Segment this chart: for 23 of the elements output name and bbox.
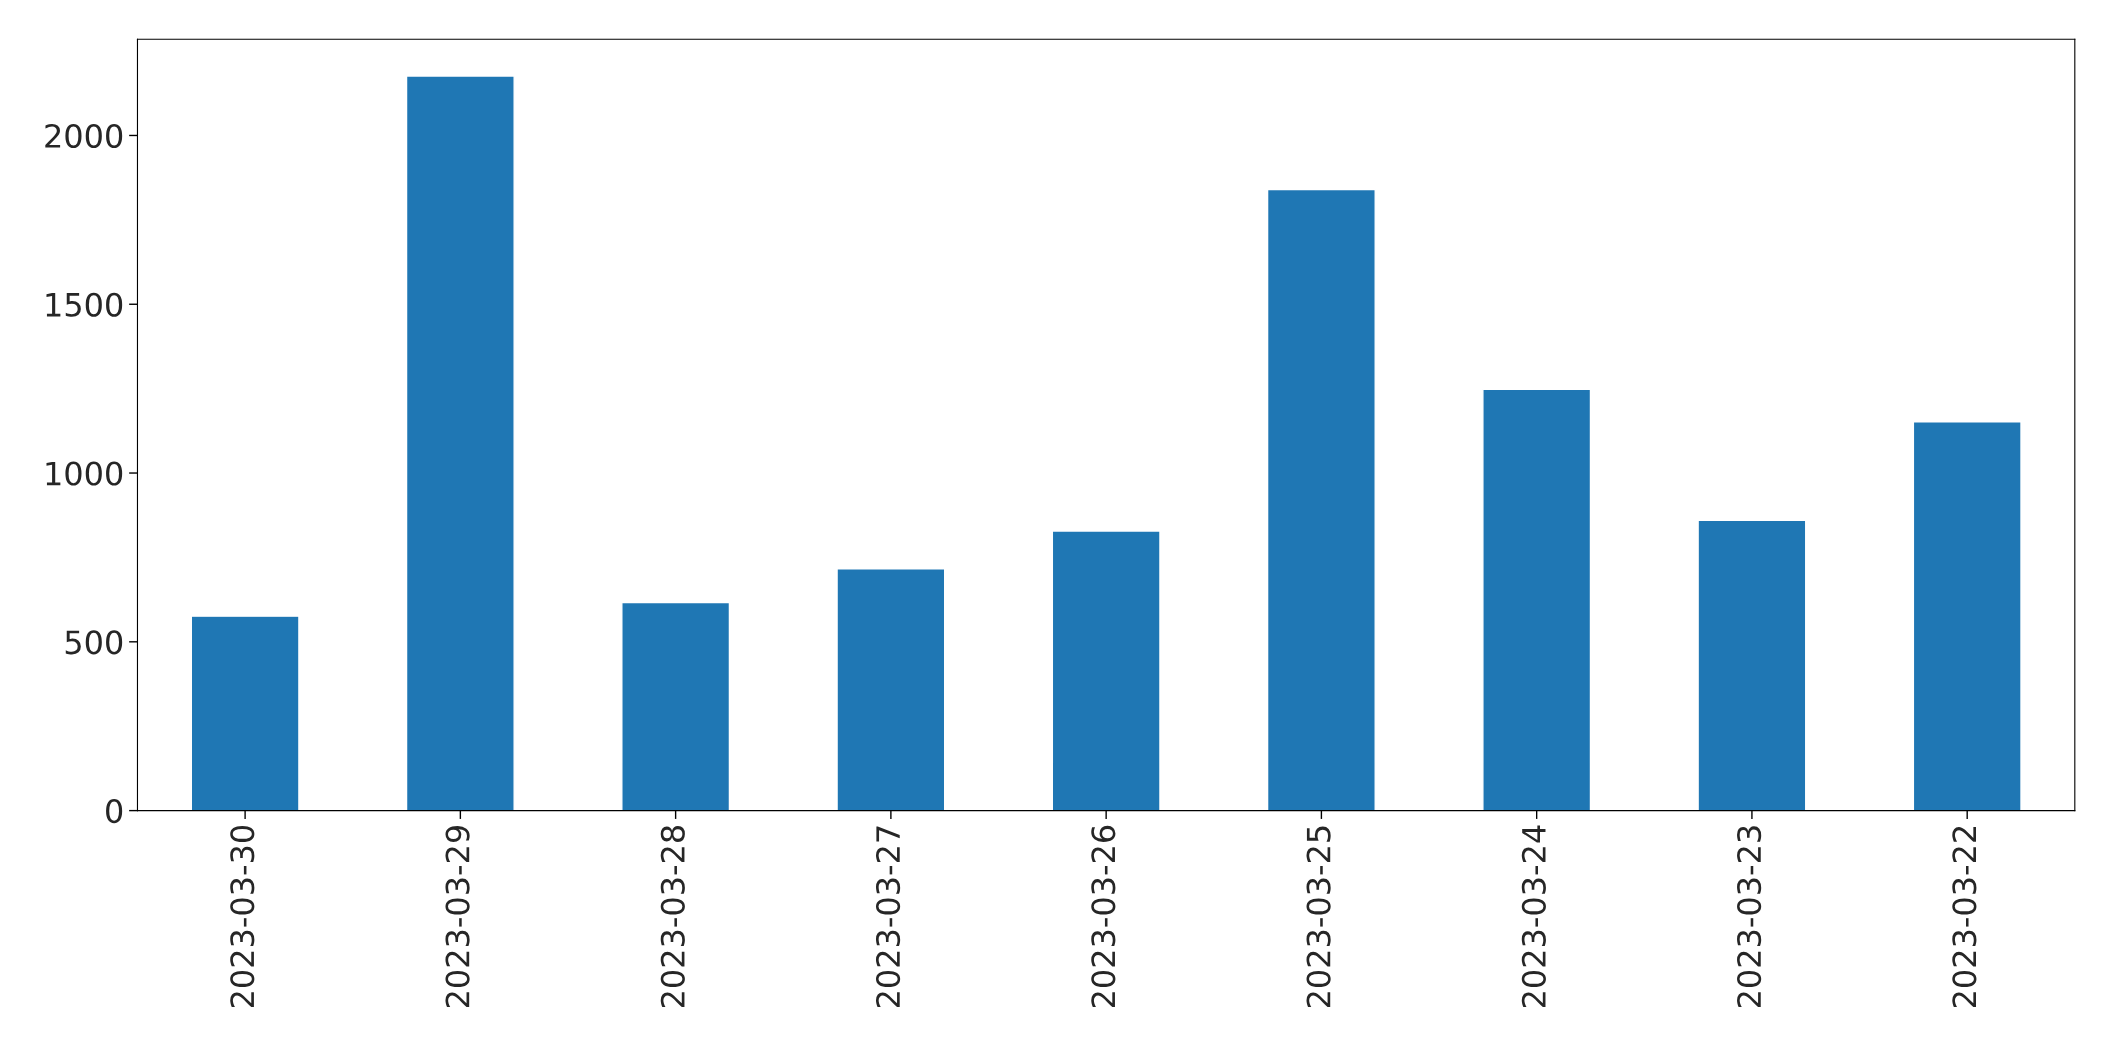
x-tick-label: 2023-03-25 [1306,826,1331,1008]
y-tick-label: 2000 [45,123,123,149]
x-tick-label: 2023-03-23 [1737,826,1762,1008]
x-tick-label: 2023-03-27 [875,826,901,1008]
y-tick-label: 1000 [46,461,123,486]
x-tick-label: 2023-03-30 [230,825,255,1008]
bar [190,615,300,811]
bar [621,601,731,811]
x-tick-label: 2023-03-26 [1091,825,1116,1008]
bar [1266,188,1376,811]
x-tick-label: 2023-03-22 [1952,827,1977,1008]
y-tick-label: 0 [106,799,123,824]
y-tick-label: 1500 [46,292,123,317]
bar [1697,519,1807,811]
y-tick-label: 500 [65,630,123,655]
bar [1482,388,1592,811]
bar [405,75,515,811]
x-tick-label: 2023-03-28 [660,825,685,1008]
bar [1912,421,2022,811]
bar [1051,530,1161,811]
x-tick-label: 2023-03-24 [1521,825,1546,1008]
bar [836,568,946,811]
x-tick-label: 2023-03-29 [445,826,470,1008]
